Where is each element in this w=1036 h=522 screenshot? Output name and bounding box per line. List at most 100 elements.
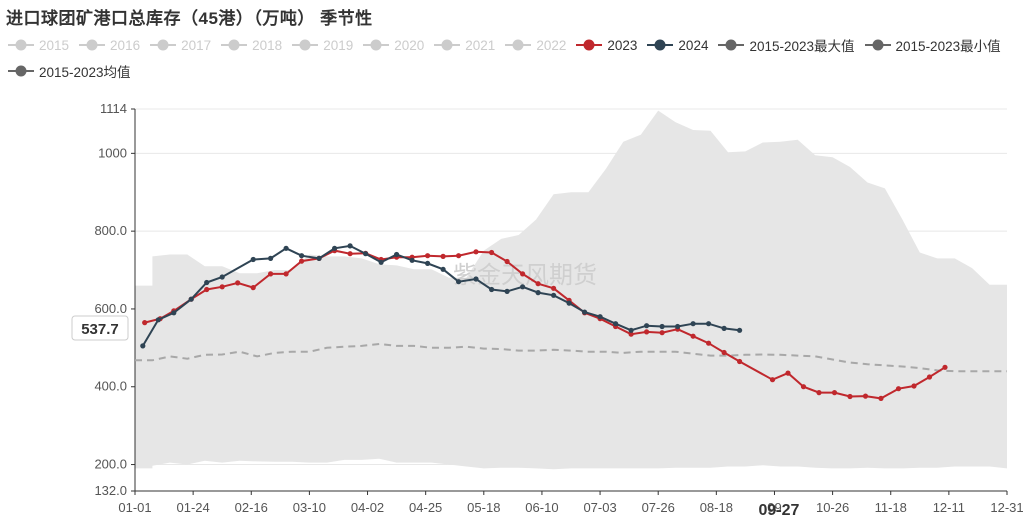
y-pointer-value: 537.7 xyxy=(81,321,119,338)
data-point xyxy=(219,284,225,290)
x-tick-label: 04-25 xyxy=(409,500,442,515)
data-point xyxy=(644,329,650,335)
data-point xyxy=(535,281,541,287)
data-point xyxy=(219,274,225,280)
legend-label: 2019 xyxy=(323,37,354,53)
y-tick-label: 200.0 xyxy=(94,457,127,472)
data-point xyxy=(489,286,495,293)
data-point xyxy=(171,310,177,316)
data-point xyxy=(878,395,884,401)
data-point xyxy=(942,364,948,370)
data-point xyxy=(737,358,743,365)
data-point xyxy=(520,271,526,277)
data-point xyxy=(440,266,446,272)
legend-item-2021[interactable]: 2021 xyxy=(434,36,495,54)
data-point xyxy=(535,290,541,296)
y-tick-label: 400.0 xyxy=(94,379,127,394)
x-tick-label: 01-24 xyxy=(177,500,210,515)
legend-label: 2015 xyxy=(39,37,70,53)
legend-item-2015[interactable]: 2015 xyxy=(8,36,69,54)
y-tick-label: 1000 xyxy=(98,145,127,160)
data-point xyxy=(504,258,510,265)
series-line-2024 xyxy=(141,244,740,347)
x-tick-label: 12-11 xyxy=(933,500,965,515)
data-point xyxy=(613,321,619,327)
data-point xyxy=(597,314,603,320)
legend-item-2018[interactable]: 2018 xyxy=(221,36,282,54)
data-point xyxy=(283,271,289,277)
legend-item-2017[interactable]: 2017 xyxy=(150,36,211,54)
data-point xyxy=(299,258,305,264)
y-pointer-badge xyxy=(71,315,129,341)
data-point xyxy=(628,331,634,337)
data-point xyxy=(235,280,241,286)
mean-line xyxy=(135,342,1007,373)
legend-line-marker-icon xyxy=(79,39,106,51)
legend-label: 2016 xyxy=(110,37,141,53)
x-pointer-value: 09-27 xyxy=(759,502,800,519)
x-tick-label: 07-03 xyxy=(583,500,616,515)
legend-item-2016[interactable]: 2016 xyxy=(79,36,140,54)
x-tick-label: 09 xyxy=(767,500,781,515)
legend-item-2023[interactable]: 2023 xyxy=(576,36,637,54)
legend-line-marker-icon xyxy=(864,39,891,51)
legend-item-2015-2023最小值[interactable]: 2015-2023最小值 xyxy=(864,36,1001,54)
legend-label: 2021 xyxy=(465,37,496,53)
data-point xyxy=(737,327,743,333)
x-tick-label: 01-01 xyxy=(118,500,151,515)
data-point xyxy=(363,251,369,257)
y-tick-label: 132.0 xyxy=(94,483,127,498)
legend-item-2015-2023均值[interactable]: 2015-2023均值 xyxy=(8,62,131,80)
chart-legend: 2015 2016 2017 2018 2019 2020 2021 2022 2023 2024… xyxy=(8,36,1036,80)
data-point xyxy=(926,374,933,380)
data-point xyxy=(659,330,665,336)
data-point xyxy=(409,257,415,263)
data-point xyxy=(816,390,822,396)
legend-line-marker-icon xyxy=(434,39,461,51)
data-point xyxy=(659,323,665,330)
data-point xyxy=(721,349,727,356)
legend-line-marker-icon xyxy=(221,39,248,51)
x-tick-label: 03-10 xyxy=(293,500,326,515)
data-point xyxy=(831,390,838,396)
legend-label: 2015-2023均值 xyxy=(39,65,131,80)
legend-line-marker-icon xyxy=(576,39,603,51)
data-point xyxy=(378,259,384,265)
legend-label: 2015-2023最大值 xyxy=(749,39,855,54)
data-point xyxy=(520,284,526,290)
legend-label: 2020 xyxy=(394,37,425,53)
data-point xyxy=(347,251,353,257)
data-point xyxy=(456,253,462,259)
data-point xyxy=(489,249,495,256)
data-point xyxy=(299,253,305,259)
legend-item-2019[interactable]: 2019 xyxy=(292,36,353,54)
legend-line-marker-icon xyxy=(292,39,319,51)
legend-item-2024[interactable]: 2024 xyxy=(647,36,708,54)
legend-label: 2017 xyxy=(181,37,212,53)
data-point xyxy=(690,321,696,327)
y-tick-label: 800.0 xyxy=(94,223,127,238)
x-tick-label: 10-26 xyxy=(816,500,849,515)
data-point xyxy=(504,288,510,294)
y-tick-label: 600.0 xyxy=(94,301,127,316)
x-tick-label: 07-26 xyxy=(642,500,675,515)
legend-line-marker-icon xyxy=(8,39,34,51)
data-point xyxy=(268,255,274,261)
x-tick-label: 05-18 xyxy=(467,500,500,515)
data-point xyxy=(675,323,681,330)
x-tick-label: 08-18 xyxy=(700,500,733,515)
x-tick-label: 11-18 xyxy=(875,500,907,515)
x-tick-label: 12-31 xyxy=(990,500,1023,515)
data-point xyxy=(582,309,588,315)
data-point xyxy=(769,377,776,383)
data-point xyxy=(204,286,210,293)
legend-item-2020[interactable]: 2020 xyxy=(363,36,424,54)
data-point xyxy=(250,256,256,263)
data-point xyxy=(204,279,210,286)
legend-item-2022[interactable]: 2022 xyxy=(505,36,566,54)
data-point xyxy=(142,320,148,326)
data-point xyxy=(140,343,146,349)
legend-item-2015-2023最大值[interactable]: 2015-2023最大值 xyxy=(718,36,855,54)
data-point xyxy=(706,321,712,327)
